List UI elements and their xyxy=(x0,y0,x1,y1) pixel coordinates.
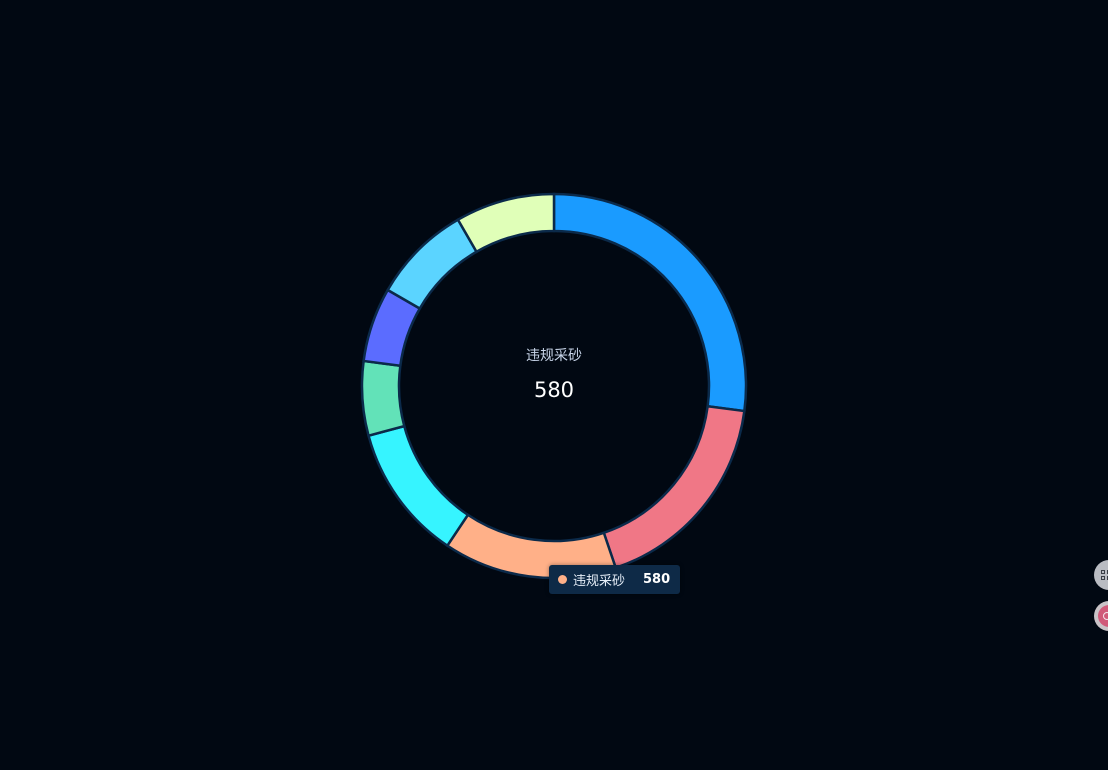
tooltip-value: 580 xyxy=(643,572,671,587)
theme-tool-button[interactable] xyxy=(1094,601,1108,631)
tooltip-series-name: 违规采砂 xyxy=(573,574,626,589)
tooltip: 违规采砂 580 xyxy=(549,565,681,594)
donut-slice-4[interactable] xyxy=(367,424,470,548)
donut-slices xyxy=(360,192,748,580)
tooltip-color-dot xyxy=(558,575,567,584)
donut-slice-1[interactable] xyxy=(552,192,748,413)
donut-slice-8[interactable] xyxy=(456,192,556,254)
donut-slice-5[interactable] xyxy=(360,359,406,438)
center-label: 违规采砂 xyxy=(526,348,582,364)
theme-icon xyxy=(1098,605,1108,627)
donut-slice-7[interactable] xyxy=(386,218,479,311)
center-value: 580 xyxy=(534,378,574,402)
donut-slice-2[interactable] xyxy=(602,404,746,570)
grid-icon xyxy=(1101,570,1108,580)
